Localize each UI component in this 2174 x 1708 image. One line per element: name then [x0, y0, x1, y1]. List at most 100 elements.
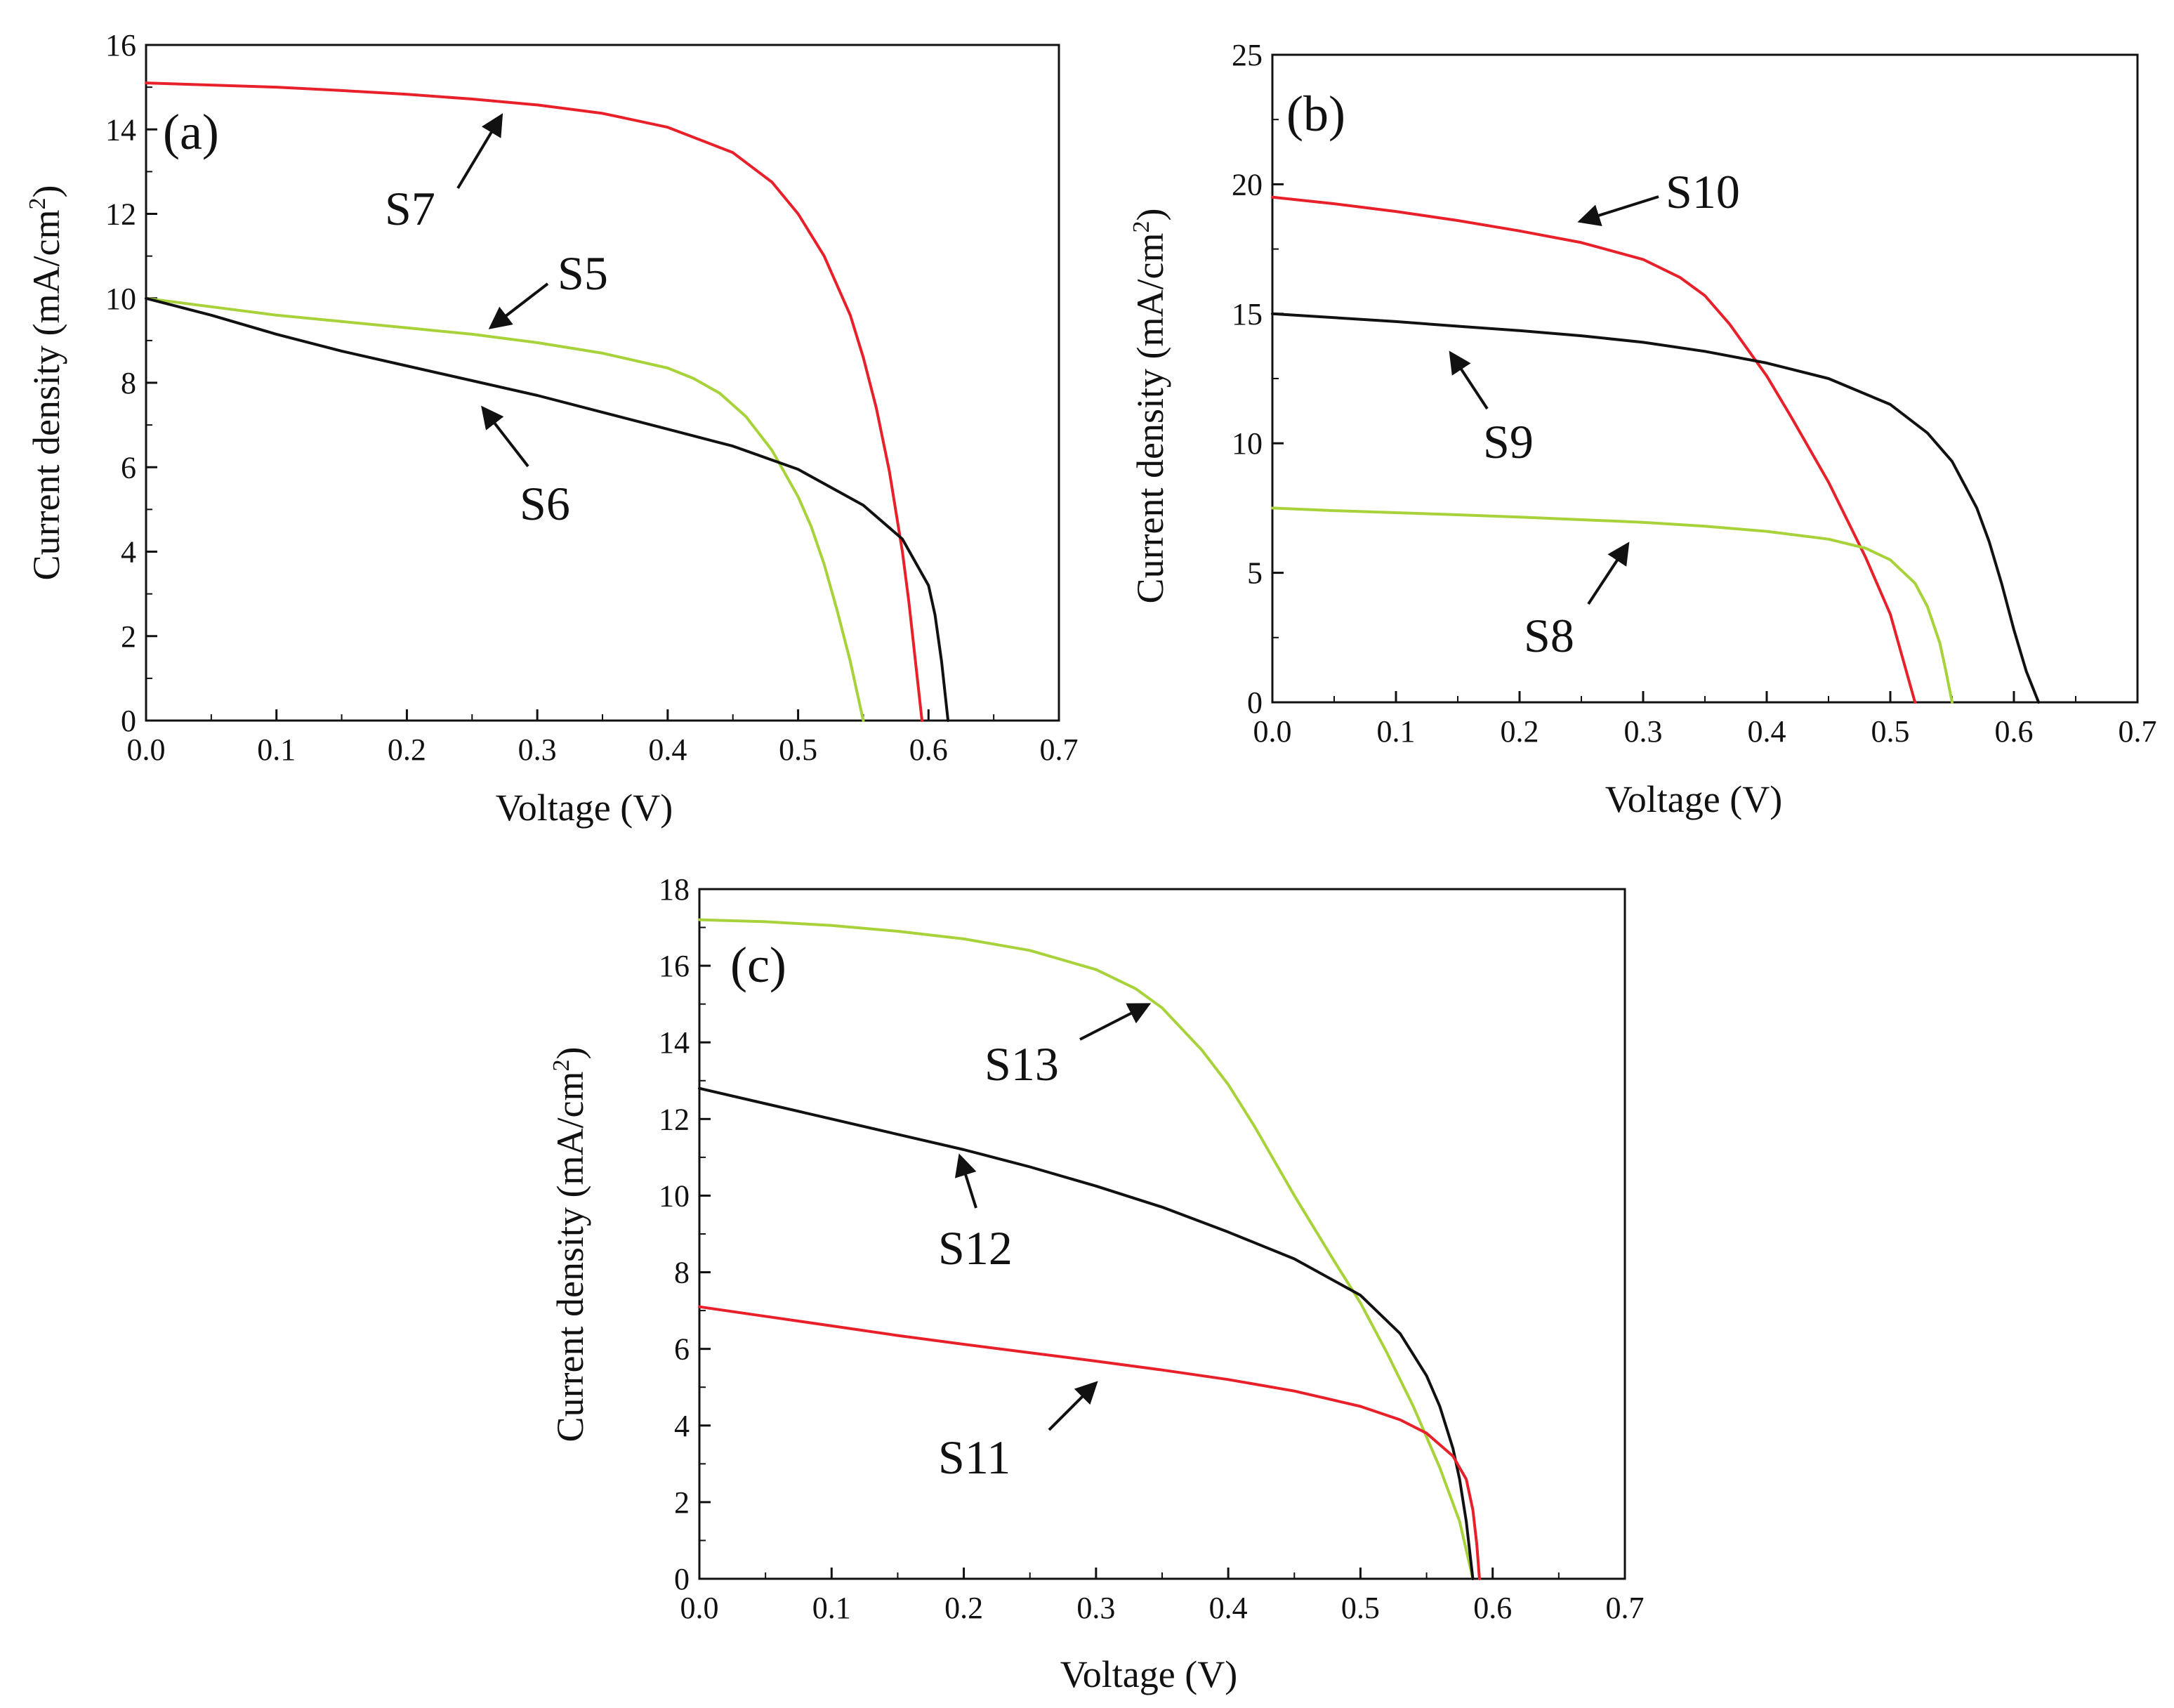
x-tick-label: 0.4 — [1748, 714, 1786, 749]
y-tick-label: 12 — [659, 1102, 690, 1136]
x-tick-label: 0.4 — [648, 733, 687, 767]
series-line-s6 — [145, 296, 950, 722]
series-line-s7 — [145, 81, 923, 722]
y-axis-title-main: Current density (mA/cm — [1129, 233, 1171, 604]
y-tick-label: 8 — [121, 366, 136, 400]
y-tick-label: 15 — [1232, 297, 1263, 331]
curve-label-s11: S11 — [938, 1431, 1010, 1484]
y-tick-label: 10 — [659, 1178, 690, 1213]
curves — [145, 81, 950, 722]
y-tick-label: 18 — [659, 872, 690, 907]
x-tick-label: 0.7 — [1040, 733, 1079, 767]
y-axis-title: Current density (mA/cm2) — [548, 1047, 591, 1443]
y-tick-label: 12 — [105, 197, 136, 232]
chart-panel-a: 0.0 0.1 0.2 0.3 0.4 0.5 0.6 0.7 0 2 4 6 8 10 12 14 16 (a… — [25, 28, 1079, 829]
x-tick-label: 0.1 — [1377, 714, 1416, 749]
annotation-s11: S11 — [938, 1381, 1098, 1484]
x-tick-label: 0.5 — [1871, 714, 1910, 749]
axis-ticks: 0.0 0.1 0.2 0.3 0.4 0.5 0.6 0.7 0 2 4 6 8 10 12 14 16 — [105, 28, 1079, 767]
y-tick-label: 6 — [121, 450, 136, 485]
x-tick-label: 0.6 — [1473, 1591, 1512, 1625]
x-axis-title: Voltage (V) — [1060, 1653, 1237, 1695]
curves — [1271, 195, 2041, 704]
arrow-s8 — [1587, 541, 1630, 605]
arrow-s12 — [954, 1153, 977, 1209]
x-tick-label: 0.7 — [2119, 714, 2157, 749]
series-line-s13 — [698, 918, 1475, 1580]
y-tick-label: 16 — [659, 949, 690, 983]
series-line-s12 — [698, 1086, 1475, 1580]
curve-label-s10: S10 — [1666, 165, 1740, 218]
y-tick-label: 2 — [121, 619, 136, 654]
x-tick-label: 0.2 — [388, 733, 426, 767]
annotation-s5: S5 — [488, 247, 608, 329]
curve-label-s5: S5 — [558, 247, 608, 300]
y-tick-label: 20 — [1232, 167, 1263, 202]
x-tick-label: 0.4 — [1209, 1591, 1248, 1625]
curve-label-s7: S7 — [385, 182, 435, 235]
y-tick-label: 0 — [121, 704, 136, 738]
x-tick-label: 0.0 — [127, 733, 166, 767]
y-tick-label: 4 — [121, 535, 136, 570]
curve-label-s13: S13 — [984, 1037, 1059, 1091]
y-axis-title-tail: ) — [25, 185, 67, 198]
x-tick-label: 0.2 — [944, 1591, 983, 1625]
y-axis-title-tail: ) — [549, 1047, 591, 1060]
axis-ticks: 0.0 0.1 0.2 0.3 0.4 0.5 0.6 0.7 0 5 10 15 20 25 — [1232, 38, 2157, 749]
plot-frame — [698, 888, 1626, 1580]
y-tick-label: 8 — [674, 1256, 690, 1290]
chart-panel-b: 0.0 0.1 0.2 0.3 0.4 0.5 0.6 0.7 0 5 10 15 20 25 (b) V… — [1128, 38, 2157, 820]
x-tick-label: 0.2 — [1501, 714, 1539, 749]
y-axis-title-main: Current density (mA/cm — [25, 210, 67, 581]
series-line-s10 — [1271, 195, 1917, 704]
arrow-s7 — [456, 113, 503, 190]
x-tick-label: 0.7 — [1606, 1591, 1645, 1625]
curve-label-s12: S12 — [938, 1221, 1013, 1275]
series-line-s8 — [1271, 506, 1954, 704]
annotation-s7: S7 — [385, 113, 503, 235]
x-tick-label: 0.3 — [518, 733, 557, 767]
x-tick-label: 0.3 — [1624, 714, 1663, 749]
y-tick-label: 14 — [659, 1025, 690, 1060]
annotation-s10: S10 — [1577, 165, 1740, 227]
y-axis-title-sup: 2 — [1128, 221, 1154, 233]
curve-label-s9: S9 — [1483, 415, 1534, 468]
y-tick-label: 10 — [105, 282, 136, 316]
annotation-s6: S6 — [481, 405, 570, 530]
series-line-s5 — [145, 296, 865, 722]
x-tick-label: 0.5 — [1341, 1591, 1380, 1625]
y-axis-title-main: Current density (mA/cm — [549, 1072, 591, 1443]
chart-panel-c: 0.0 0.1 0.2 0.3 0.4 0.5 0.6 0.7024681012141618 … — [548, 872, 1645, 1695]
x-tick-label: 0.0 — [680, 1591, 719, 1625]
arrow-s10 — [1577, 195, 1659, 227]
annotation-s9: S9 — [1449, 350, 1534, 468]
y-tick-label: 14 — [105, 112, 136, 147]
y-tick-label: 0 — [1247, 685, 1263, 720]
axis-ticks: 0.0 0.1 0.2 0.3 0.4 0.5 0.6 0.7 0 2 4 6 8 10 12 14 16 18 — [659, 872, 1645, 1625]
curve-label-s6: S6 — [520, 477, 570, 530]
series-line-s9 — [1271, 312, 2041, 704]
y-tick-label: 4 — [674, 1409, 690, 1443]
arrow-s9 — [1449, 350, 1489, 410]
arrow-s11 — [1048, 1381, 1098, 1431]
arrow-s6 — [481, 405, 529, 468]
y-axis-title: Current density (mA/cm2) — [25, 185, 67, 581]
arrow-s13 — [1079, 1003, 1152, 1041]
y-axis-title: Current density (mA/cm2) — [1128, 209, 1171, 604]
x-tick-label: 0.6 — [909, 733, 948, 767]
x-tick-label: 0.1 — [257, 733, 296, 767]
x-tick-label: 0.5 — [779, 733, 817, 767]
x-axis-title: Voltage (V) — [496, 787, 673, 829]
panel-label: (a) — [163, 104, 219, 160]
x-tick-label: 0.6 — [1995, 714, 2034, 749]
y-tick-label: 10 — [1232, 426, 1263, 461]
y-tick-label: 5 — [1247, 556, 1263, 591]
annotation-s8: S8 — [1524, 541, 1630, 662]
x-tick-label: 0.1 — [812, 1591, 851, 1625]
panel-label: (c) — [730, 937, 786, 993]
plot-frame — [145, 44, 1060, 722]
y-axis-title-tail: ) — [1129, 209, 1171, 221]
annotation-s13: S13 — [984, 1003, 1152, 1091]
arrow-s5 — [488, 282, 549, 329]
y-tick-label: 16 — [105, 28, 136, 63]
